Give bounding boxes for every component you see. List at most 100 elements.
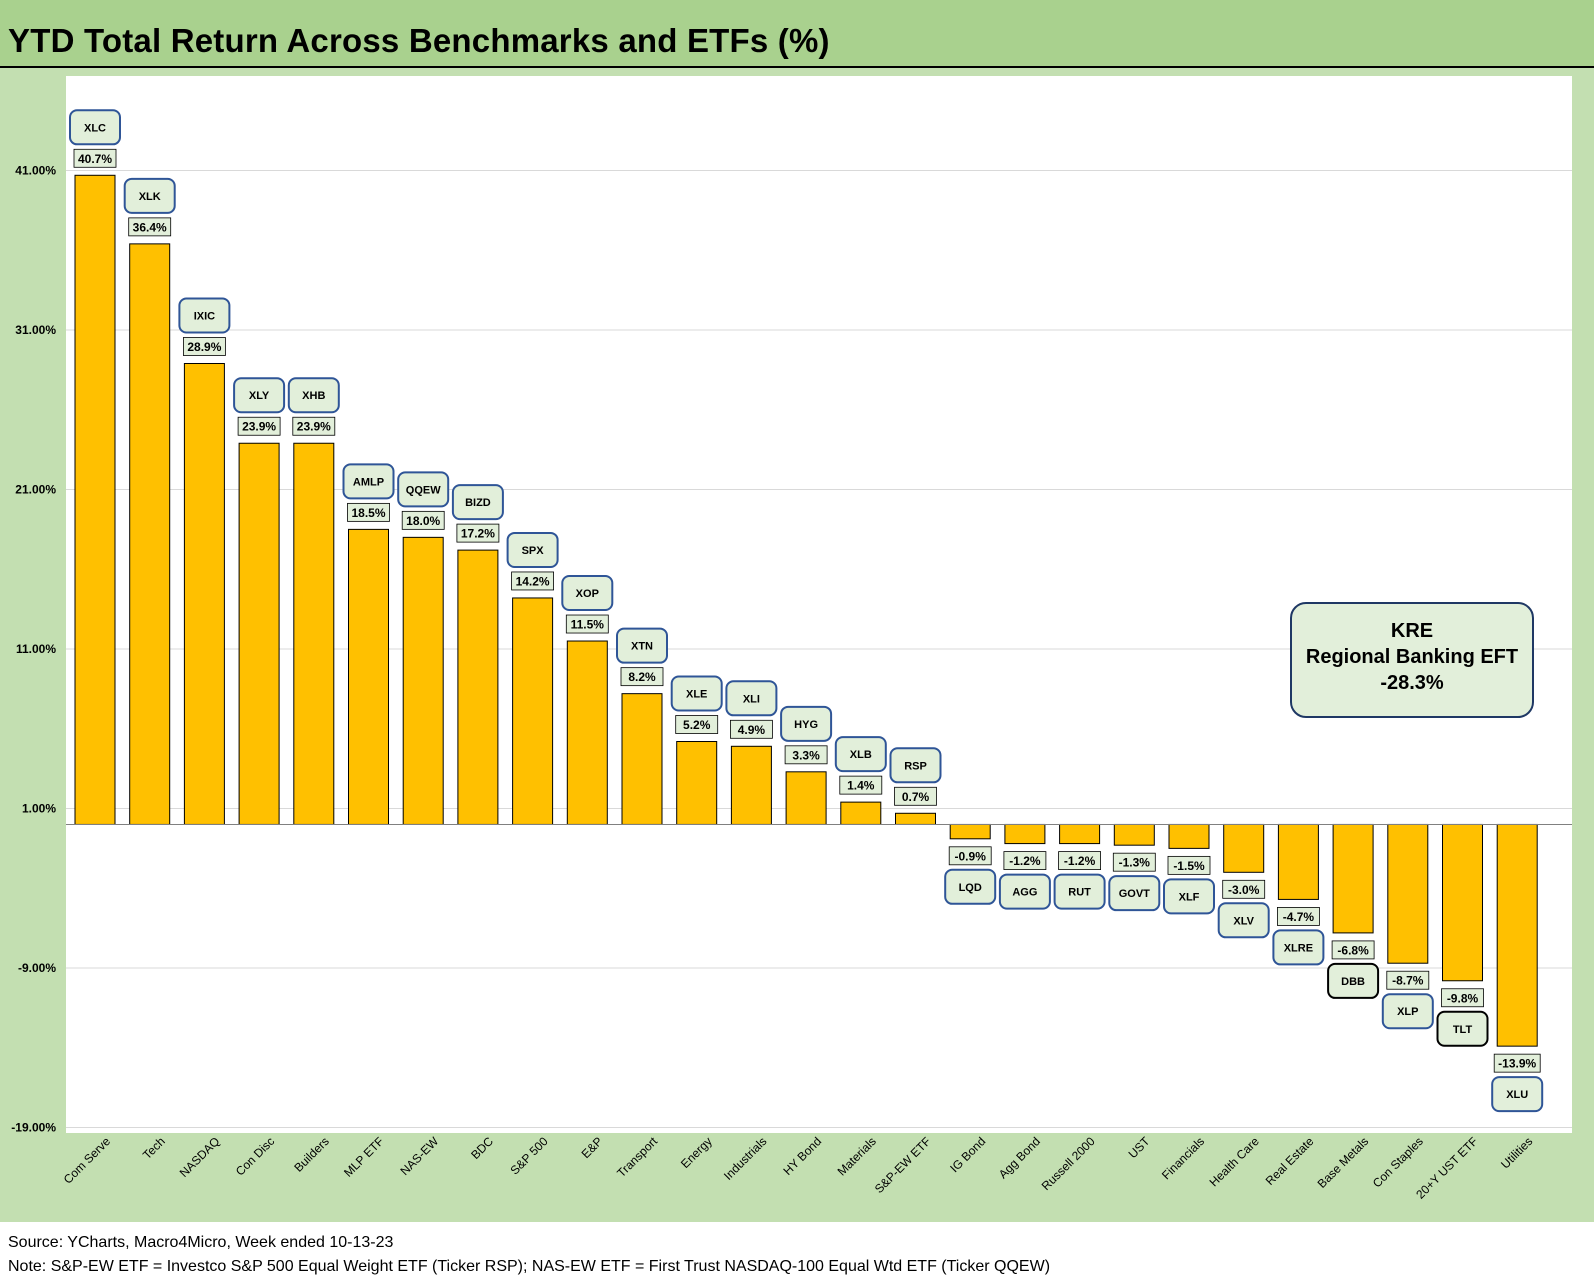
ticker-box	[1491, 1076, 1544, 1113]
bar	[949, 823, 991, 840]
ticker-box	[561, 575, 614, 612]
ticker-box	[1272, 929, 1325, 966]
data-label-box	[1277, 907, 1320, 926]
bar	[1004, 823, 1046, 845]
bar	[512, 597, 554, 825]
data-label-text: 5.2%	[683, 718, 711, 732]
x-tick-label: Health Care	[1207, 1134, 1262, 1189]
data-label-text: 36.4%	[133, 220, 167, 234]
data-label-box	[511, 571, 555, 591]
bar	[895, 812, 936, 825]
ticker-text: XLF	[1179, 891, 1200, 903]
y-tick-label: 41.00%	[15, 164, 56, 178]
ticker-box	[1381, 993, 1434, 1030]
x-tick-label: Real Estate	[1263, 1134, 1317, 1188]
data-label-text: -6.8%	[1337, 943, 1369, 957]
data-label: 23.9%	[237, 416, 281, 436]
data-label: 5.2%	[675, 715, 719, 734]
ticker-text: XLY	[249, 390, 270, 402]
data-label: 14.2%	[511, 571, 555, 591]
data-label-text: -3.0%	[1228, 883, 1260, 897]
ticker-box	[69, 109, 121, 146]
data-label: -13.9%	[1493, 1053, 1541, 1073]
x-tick-label: Utilities	[1498, 1134, 1535, 1171]
bar	[74, 174, 116, 825]
data-label: 17.2%	[456, 523, 500, 543]
data-label-box	[1003, 851, 1047, 870]
data-label: -3.0%	[1222, 879, 1266, 899]
data-label-text: -9.8%	[1447, 991, 1479, 1005]
ticker-label: RSP	[889, 747, 942, 784]
data-label-box	[1167, 855, 1211, 875]
data-label-text: 8.2%	[628, 670, 656, 684]
bar	[840, 801, 882, 825]
data-label-box	[1493, 1053, 1541, 1073]
data-label-text: 4.9%	[738, 723, 766, 737]
data-label-text: 1.4%	[847, 779, 875, 793]
bar	[1277, 823, 1319, 900]
ticker-text: DBB	[1341, 976, 1365, 988]
data-label-box	[128, 217, 172, 237]
data-label-text: 0.7%	[902, 790, 930, 804]
bar	[457, 549, 499, 825]
data-label-text: 17.2%	[461, 527, 495, 541]
x-tick-label: Materials	[835, 1134, 879, 1178]
data-label: -6.8%	[1331, 940, 1375, 960]
ticker-label: XTN	[616, 627, 668, 664]
ticker-box	[451, 484, 504, 521]
data-label: 3.3%	[784, 745, 828, 765]
ticker-box	[1163, 878, 1215, 915]
data-label-box	[730, 719, 773, 739]
data-label: 0.7%	[894, 786, 937, 806]
data-label-box	[237, 416, 281, 436]
data-label: 40.7%	[73, 148, 117, 168]
x-tick-label: Agg Bond	[996, 1134, 1043, 1181]
bar	[238, 442, 280, 825]
data-label-text: 11.5%	[571, 618, 605, 632]
data-label-text: 18.5%	[351, 506, 385, 520]
x-axis-tick-labels: Com Serve Tech NASDAQ Con Disc Builders MLP E…	[61, 1134, 1536, 1202]
bar	[1496, 823, 1538, 1047]
x-tick-label: Com Serve	[61, 1134, 114, 1187]
data-label: -1.3%	[1112, 852, 1156, 872]
bar	[1442, 823, 1483, 982]
bar	[293, 442, 335, 825]
data-label-text: 23.9%	[242, 420, 276, 434]
data-label-text: 28.9%	[187, 340, 221, 354]
y-tick-label: -19.00%	[11, 1121, 56, 1135]
data-label: -1.2%	[1003, 851, 1047, 870]
footer: Source: YCharts, Macro4Micro, Week ended…	[0, 1222, 1594, 1288]
x-tick-label: Industrials	[721, 1134, 770, 1183]
data-label: -9.8%	[1441, 988, 1484, 1008]
x-tick-label: NAS-EW	[397, 1134, 441, 1178]
ticker-text: XTN	[631, 641, 653, 653]
data-label: -8.7%	[1386, 970, 1430, 990]
kre-callout: KRE Regional Banking EFT -28.3%	[1290, 602, 1534, 718]
ticker-box	[178, 297, 231, 334]
ticker-label: LQD	[944, 868, 997, 905]
bar	[348, 528, 389, 825]
ticker-box	[780, 705, 833, 742]
data-label-box	[401, 510, 445, 530]
x-tick-label: Financials	[1159, 1134, 1207, 1182]
data-label-text: -1.5%	[1173, 859, 1205, 873]
bar	[1387, 823, 1429, 964]
data-label: -4.7%	[1277, 907, 1320, 926]
ticker-text: IXIC	[194, 310, 215, 322]
x-tick-label: BDC	[468, 1134, 496, 1162]
ticker-box	[944, 868, 997, 905]
data-label-box	[839, 775, 883, 795]
ticker-box	[834, 736, 887, 773]
ticker-box	[342, 463, 395, 500]
ticker-label: AGG	[998, 873, 1051, 910]
ticker-text: AGG	[1012, 887, 1037, 899]
ticker-box	[1217, 902, 1270, 939]
ticker-label: XLC	[69, 109, 121, 146]
bar	[621, 693, 663, 825]
ticker-label: XLF	[1163, 878, 1215, 915]
x-tick-label: S&P-EW ETF	[872, 1134, 934, 1196]
ticker-label: SPX	[506, 531, 559, 568]
bar	[566, 640, 608, 825]
ticker-box	[1053, 873, 1106, 910]
y-tick-label: -9.00%	[18, 961, 56, 975]
